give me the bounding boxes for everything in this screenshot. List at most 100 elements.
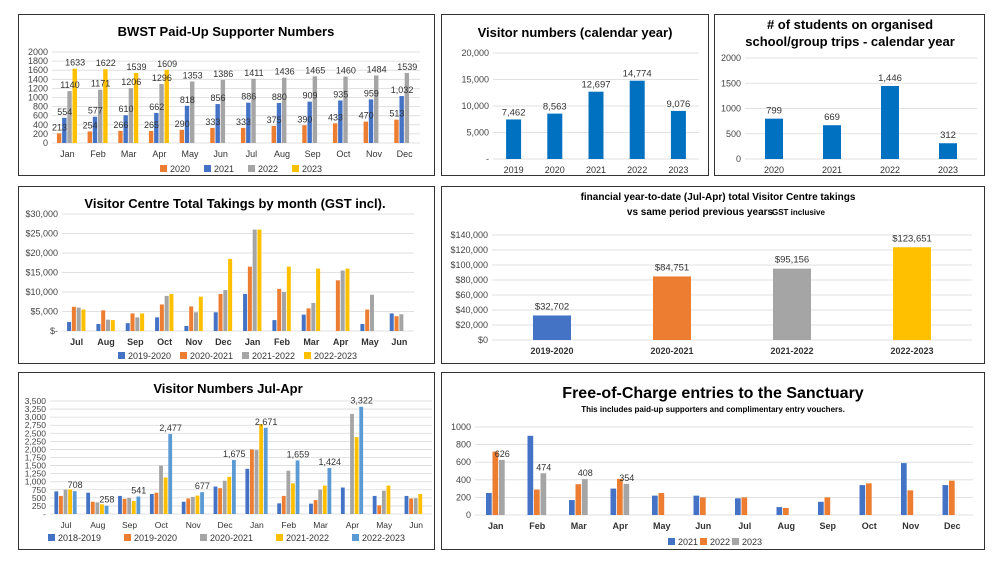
bwst-ytick-label: 400 xyxy=(33,120,48,130)
takings_month-ytick-label: $- xyxy=(50,326,58,336)
bwst-bar xyxy=(332,123,338,143)
visitors_julapr-legend-swatch xyxy=(276,534,283,541)
visitors_julapr-category-label: Mar xyxy=(313,520,328,530)
bwst-bar xyxy=(154,112,159,143)
takings_month-category-label: Aug xyxy=(97,337,115,347)
foc-bar xyxy=(582,479,588,515)
takings_month-legend-label: 2020-2021 xyxy=(190,351,233,361)
bwst-category-label: Mar xyxy=(121,149,137,159)
bwst-bar xyxy=(133,72,139,143)
takings_month-ytick-label: $30,000 xyxy=(25,209,58,219)
foc-bar xyxy=(652,495,658,515)
bwst-bar xyxy=(98,89,103,143)
visitors_julapr-ytick-label: 2,500 xyxy=(25,428,47,438)
visitors_julapr-bar xyxy=(186,498,191,514)
bwst-title: BWST Paid-Up Supporter Numbers xyxy=(118,24,335,39)
bwst-category-label: Jan xyxy=(60,149,75,159)
visitors_julapr-bar xyxy=(313,500,318,514)
visitors-calendar-data-label: 7,462 xyxy=(502,107,526,118)
fytd-bar xyxy=(653,276,691,340)
takings_month-bar xyxy=(370,294,374,331)
takings_month-category-label: Jul xyxy=(70,337,83,347)
visitors_julapr-bar xyxy=(59,495,63,514)
bwst-data-label: 1206 xyxy=(121,77,141,87)
visitors_julapr-bar xyxy=(200,492,204,514)
visitors_julapr-bar xyxy=(104,505,109,514)
panel-visitors-julapr xyxy=(18,372,435,550)
visitors-calendar-category-label: 2022 xyxy=(627,165,647,175)
students-ytick-label: 1000 xyxy=(721,104,741,114)
bwst-bar xyxy=(123,115,128,143)
takings_month-category-label: Jan xyxy=(245,337,261,347)
visitors_julapr-category-label: Oct xyxy=(155,520,169,530)
bwst-bar xyxy=(72,68,77,143)
visitors_julapr-category-label: Apr xyxy=(346,520,359,530)
visitors_julapr-legend-swatch xyxy=(48,534,55,541)
foc-ytick-label: 400 xyxy=(456,475,471,485)
foc-bar xyxy=(623,483,630,515)
takings_month-bar xyxy=(223,290,228,331)
students-ytick-label: 500 xyxy=(726,129,741,139)
foc-data-label: 626 xyxy=(495,449,510,459)
foc-bar xyxy=(776,507,783,515)
students-bar xyxy=(823,125,841,159)
bwst-data-label: 470 xyxy=(359,111,374,121)
foc-legend-label: 2023 xyxy=(742,537,762,547)
foc-ytick-label: 800 xyxy=(456,440,471,450)
takings_month-ytick-label: $5,000 xyxy=(30,307,58,317)
visitors-calendar-data-label: 14,774 xyxy=(623,69,652,80)
takings_month-legend-swatch xyxy=(242,352,249,359)
fytd-category-label: 2019-2020 xyxy=(530,346,573,356)
foc-legend-label: 2021 xyxy=(678,537,698,547)
bwst-data-label: 433 xyxy=(328,112,343,122)
visitors_julapr-data-label: 1,675 xyxy=(223,449,246,459)
foc-bar xyxy=(824,497,831,515)
students-data-label: 1,446 xyxy=(878,73,902,84)
bwst-bar xyxy=(363,121,368,143)
visitors_julapr-bar xyxy=(154,492,159,514)
bwst-data-label: 1622 xyxy=(96,58,116,68)
bwst-ytick-label: 200 xyxy=(33,129,48,139)
bwst-category-label: Sep xyxy=(305,149,321,159)
foc-ytick-label: 600 xyxy=(456,457,471,467)
bwst-data-label: 1,032 xyxy=(391,85,414,95)
students-category-label: 2021 xyxy=(822,165,842,175)
bwst-bar xyxy=(87,131,92,143)
bwst-legend-label: 2023 xyxy=(302,164,322,174)
visitors_julapr-data-label: 708 xyxy=(68,480,83,490)
bwst-legend-label: 2021 xyxy=(214,164,234,174)
foc-bar xyxy=(741,497,748,515)
visitors_julapr-data-label: 2,671 xyxy=(255,417,278,427)
foc-category-label: May xyxy=(653,521,671,531)
takings_month-bar xyxy=(189,306,194,331)
visitors-calendar-bar xyxy=(506,119,522,159)
visitors-calendar-bar xyxy=(547,113,563,159)
fytd-bar xyxy=(893,247,931,340)
foc-bar xyxy=(658,493,665,515)
fytd-ytick-label: $140,000 xyxy=(450,230,488,240)
bwst-data-label: 265 xyxy=(144,120,159,130)
visitors_julapr-bar xyxy=(100,504,104,514)
bwst-data-label: 935 xyxy=(333,89,348,99)
bwst-data-label: 290 xyxy=(175,119,190,129)
visitors_julapr-category-label: Jan xyxy=(250,520,264,530)
bwst-data-label: 554 xyxy=(57,107,72,117)
bwst-category-label: Feb xyxy=(90,149,106,159)
visitors_julapr-bar xyxy=(163,477,168,514)
visitors_julapr-bar xyxy=(254,450,259,514)
bwst-data-label: 1539 xyxy=(126,62,146,72)
takings_month-category-label: Nov xyxy=(185,337,202,347)
fytd-data-label: $123,651 xyxy=(892,233,932,244)
visitors_julapr-bar xyxy=(122,498,127,514)
takings_month-bar xyxy=(360,323,365,331)
fytd-category-label: 2021-2022 xyxy=(770,346,813,356)
foc-data-label: 354 xyxy=(619,473,634,483)
visitors_julapr-ytick-label: 1,500 xyxy=(25,461,47,471)
bwst-category-label: Aug xyxy=(274,149,290,159)
takings_month-ytick-label: $20,000 xyxy=(25,248,58,258)
visitors_julapr-category-label: May xyxy=(376,520,393,530)
visitors_julapr-data-label: 2,477 xyxy=(159,423,182,433)
visitors_julapr-legend-label: 2018-2019 xyxy=(58,533,101,543)
visitors_julapr-category-label: Sep xyxy=(122,520,137,530)
takings_month-bar xyxy=(184,325,189,331)
